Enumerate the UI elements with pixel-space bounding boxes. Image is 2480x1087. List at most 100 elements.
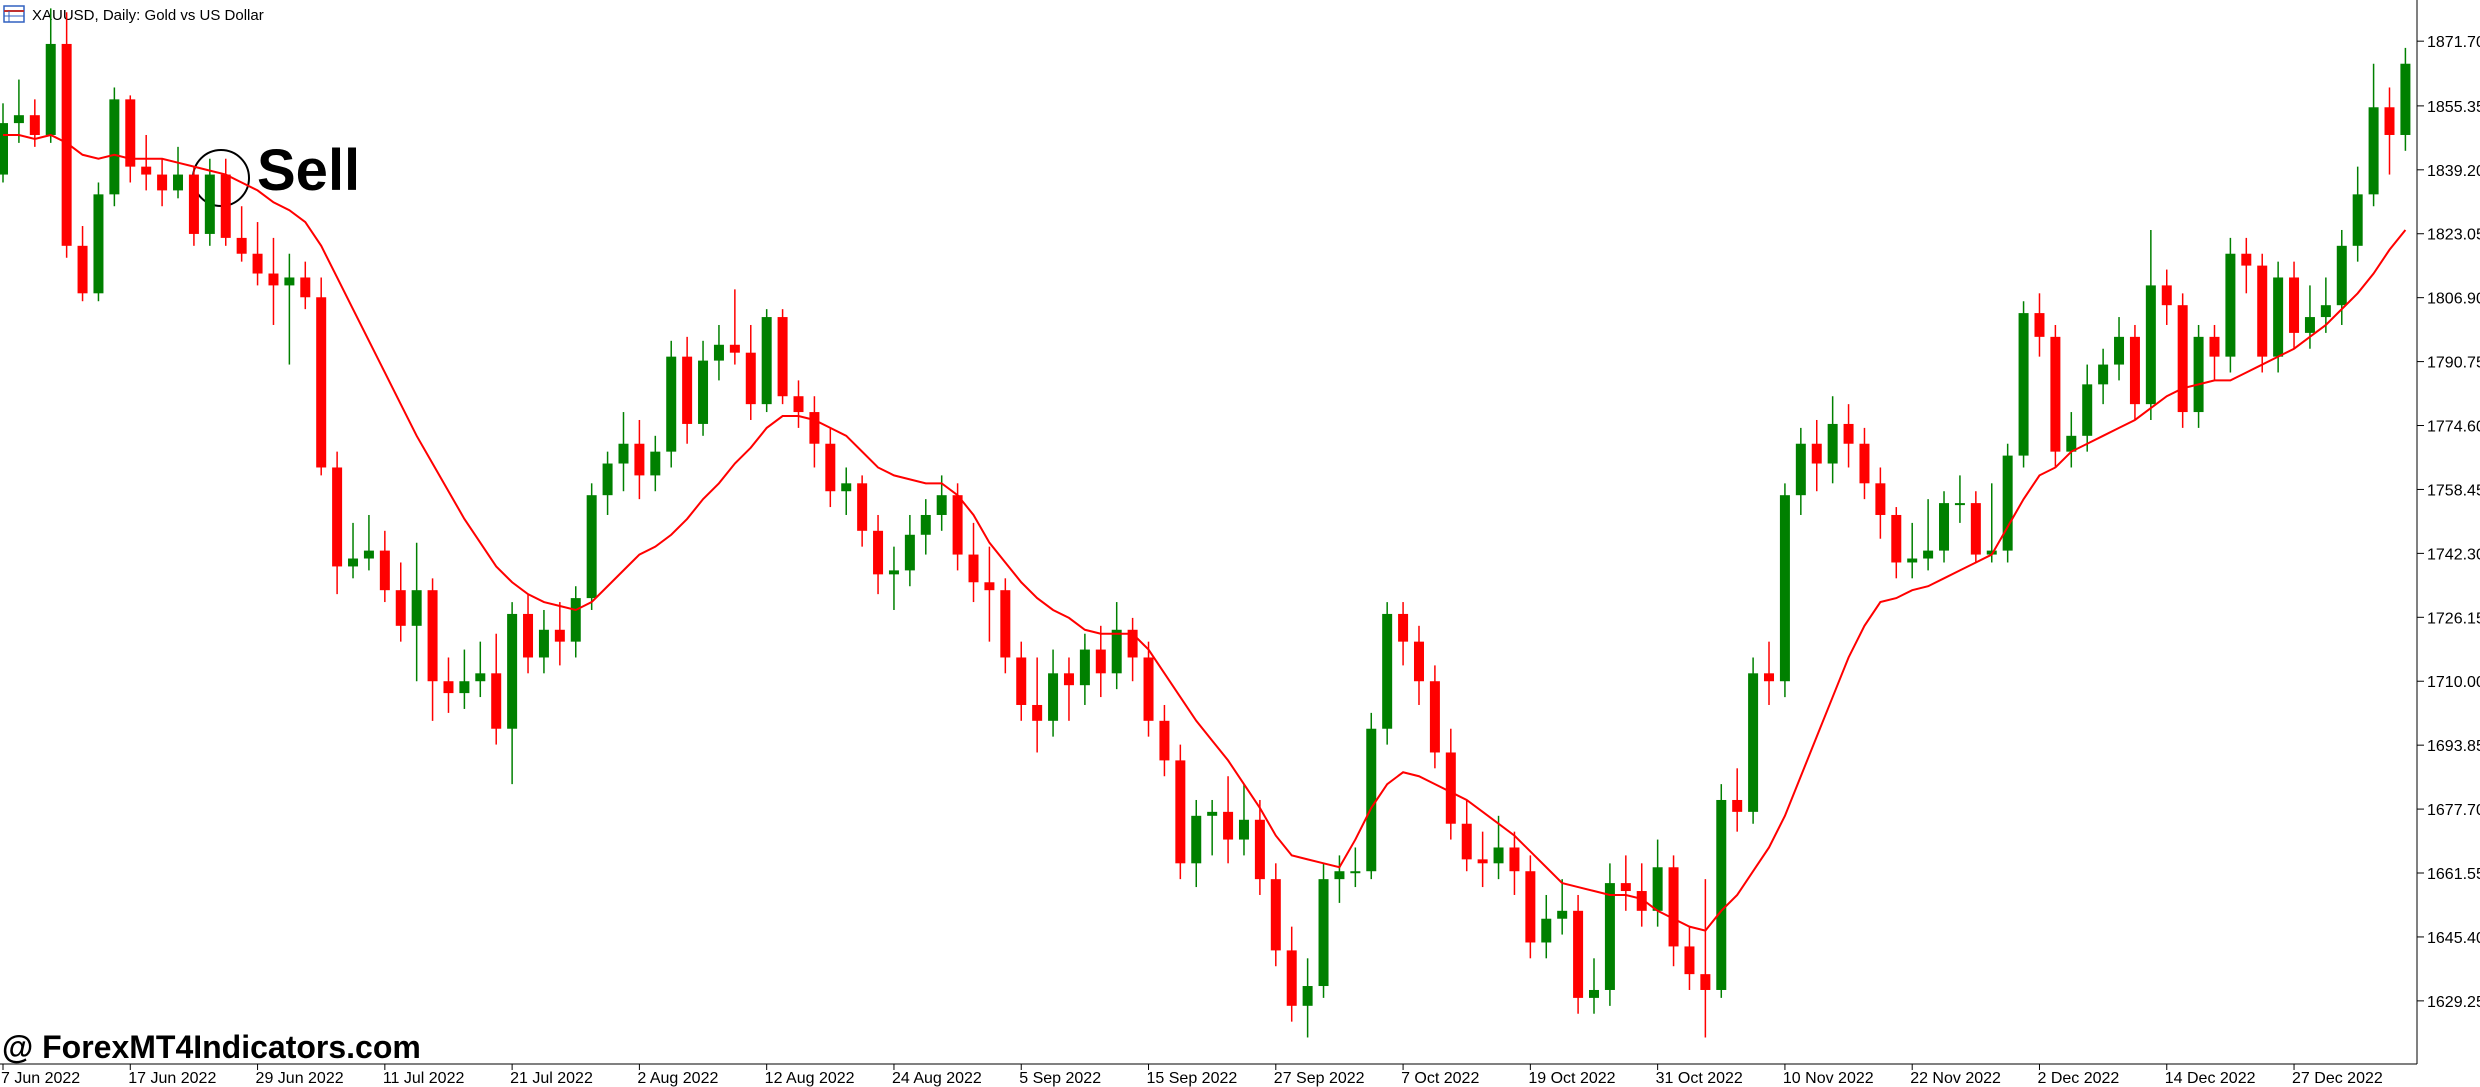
candle-body xyxy=(1350,871,1361,874)
x-tick-label: 2 Dec 2022 xyxy=(2037,1070,2119,1087)
candle-body xyxy=(1954,503,1965,506)
candle-body xyxy=(1079,649,1090,686)
x-tick-label: 7 Oct 2022 xyxy=(1401,1070,1479,1087)
x-tick-label: 21 Jul 2022 xyxy=(510,1070,593,1087)
candle-body xyxy=(729,344,740,353)
candle-body xyxy=(427,590,438,682)
annotation: Sell xyxy=(257,138,360,203)
candle-body xyxy=(236,237,247,254)
candle-body xyxy=(109,99,120,195)
y-tick-label: 1677.70 xyxy=(2427,802,2480,819)
y-tick-label: 1774.60 xyxy=(2427,419,2480,436)
candle-body xyxy=(698,360,709,424)
candle-body xyxy=(2352,194,2363,246)
candle-body xyxy=(1318,879,1329,987)
candle-body xyxy=(1398,613,1409,642)
candle-body xyxy=(348,558,359,567)
candle-body xyxy=(1048,673,1059,721)
candle-body xyxy=(1779,495,1790,682)
candle-body xyxy=(1859,443,1870,484)
candle-body xyxy=(507,613,518,729)
candle-body xyxy=(682,356,693,424)
y-tick-label: 1790.75 xyxy=(2427,355,2480,372)
candle-body xyxy=(1764,673,1775,682)
candle-body xyxy=(841,483,852,492)
candle-body xyxy=(793,396,804,413)
candle-body xyxy=(1127,629,1138,658)
candle-body xyxy=(29,115,40,135)
candle-body xyxy=(2129,336,2140,405)
x-tick-label: 24 Aug 2022 xyxy=(892,1070,982,1087)
candle-body xyxy=(936,495,947,515)
candle-body xyxy=(1063,673,1074,686)
x-tick-label: 27 Dec 2022 xyxy=(2292,1070,2383,1087)
candle-body xyxy=(316,297,327,468)
y-tick-label: 1855.35 xyxy=(2427,99,2480,116)
candle-body xyxy=(1493,847,1504,864)
candle-body xyxy=(475,673,486,682)
candle-body xyxy=(61,43,72,246)
x-tick-label: 29 Jun 2022 xyxy=(256,1070,344,1087)
candle-body xyxy=(1811,443,1822,464)
candle-body xyxy=(1970,503,1981,555)
candle-body xyxy=(2320,305,2331,318)
watermark: @ ForexMT4Indicators.com xyxy=(2,1029,421,1065)
candle-body xyxy=(268,273,279,286)
candle-body xyxy=(1477,859,1488,864)
y-tick-label: 1710.00 xyxy=(2427,674,2480,691)
candle-body xyxy=(1016,657,1027,705)
candle-body xyxy=(1573,910,1584,998)
x-tick-label: 19 Oct 2022 xyxy=(1528,1070,1615,1087)
candle-body xyxy=(2241,253,2252,266)
candle-body xyxy=(2114,336,2125,365)
candle-body xyxy=(809,412,820,444)
candle-body xyxy=(125,99,136,167)
candle-body xyxy=(2145,285,2156,405)
candle-body xyxy=(1827,423,1838,464)
candle-body xyxy=(1000,590,1011,658)
candle-body xyxy=(1700,974,1711,990)
candle-body xyxy=(538,629,549,658)
candle-body xyxy=(2273,277,2284,357)
candle-body xyxy=(2225,253,2236,357)
candle-body xyxy=(1191,815,1202,864)
x-tick-label: 17 Jun 2022 xyxy=(128,1070,216,1087)
candle-body xyxy=(2034,313,2045,337)
x-tick-label: 5 Sep 2022 xyxy=(1019,1070,1101,1087)
candle-body xyxy=(2066,435,2077,452)
candle-body xyxy=(1223,811,1234,840)
y-tick-label: 1871.70 xyxy=(2427,34,2480,51)
candle-body xyxy=(1509,847,1520,872)
chart-title: XAUUSD, Daily: Gold vs US Dollar xyxy=(32,7,264,24)
candle-body xyxy=(1159,720,1170,761)
candle-body xyxy=(618,443,629,464)
candle-body xyxy=(1143,657,1154,721)
y-tick-label: 1645.40 xyxy=(2427,930,2480,947)
candle-body xyxy=(491,673,502,729)
x-tick-label: 10 Nov 2022 xyxy=(1783,1070,1874,1087)
x-tick-label: 31 Oct 2022 xyxy=(1656,1070,1743,1087)
candle-body xyxy=(2161,285,2172,306)
candle-body xyxy=(1032,704,1043,721)
candle-body xyxy=(2082,384,2093,436)
candle-body xyxy=(363,550,374,559)
candle-body xyxy=(1716,799,1727,990)
candle-body xyxy=(220,174,231,238)
candle-body xyxy=(1366,728,1377,872)
candle-body xyxy=(2304,317,2315,333)
candle-body xyxy=(93,194,104,294)
candle-body xyxy=(745,352,756,405)
candle-body xyxy=(777,317,788,397)
candle-body xyxy=(2368,107,2379,195)
candle-body xyxy=(825,443,836,492)
candle-body xyxy=(873,530,884,575)
candle-body xyxy=(1382,613,1393,729)
candle-body xyxy=(1541,918,1552,943)
title-icon xyxy=(3,5,25,23)
candle-body xyxy=(1604,883,1615,990)
candle-body xyxy=(1748,673,1759,812)
candle-body xyxy=(1461,823,1472,860)
candle-body xyxy=(13,115,24,124)
y-tick-label: 1823.05 xyxy=(2427,227,2480,244)
